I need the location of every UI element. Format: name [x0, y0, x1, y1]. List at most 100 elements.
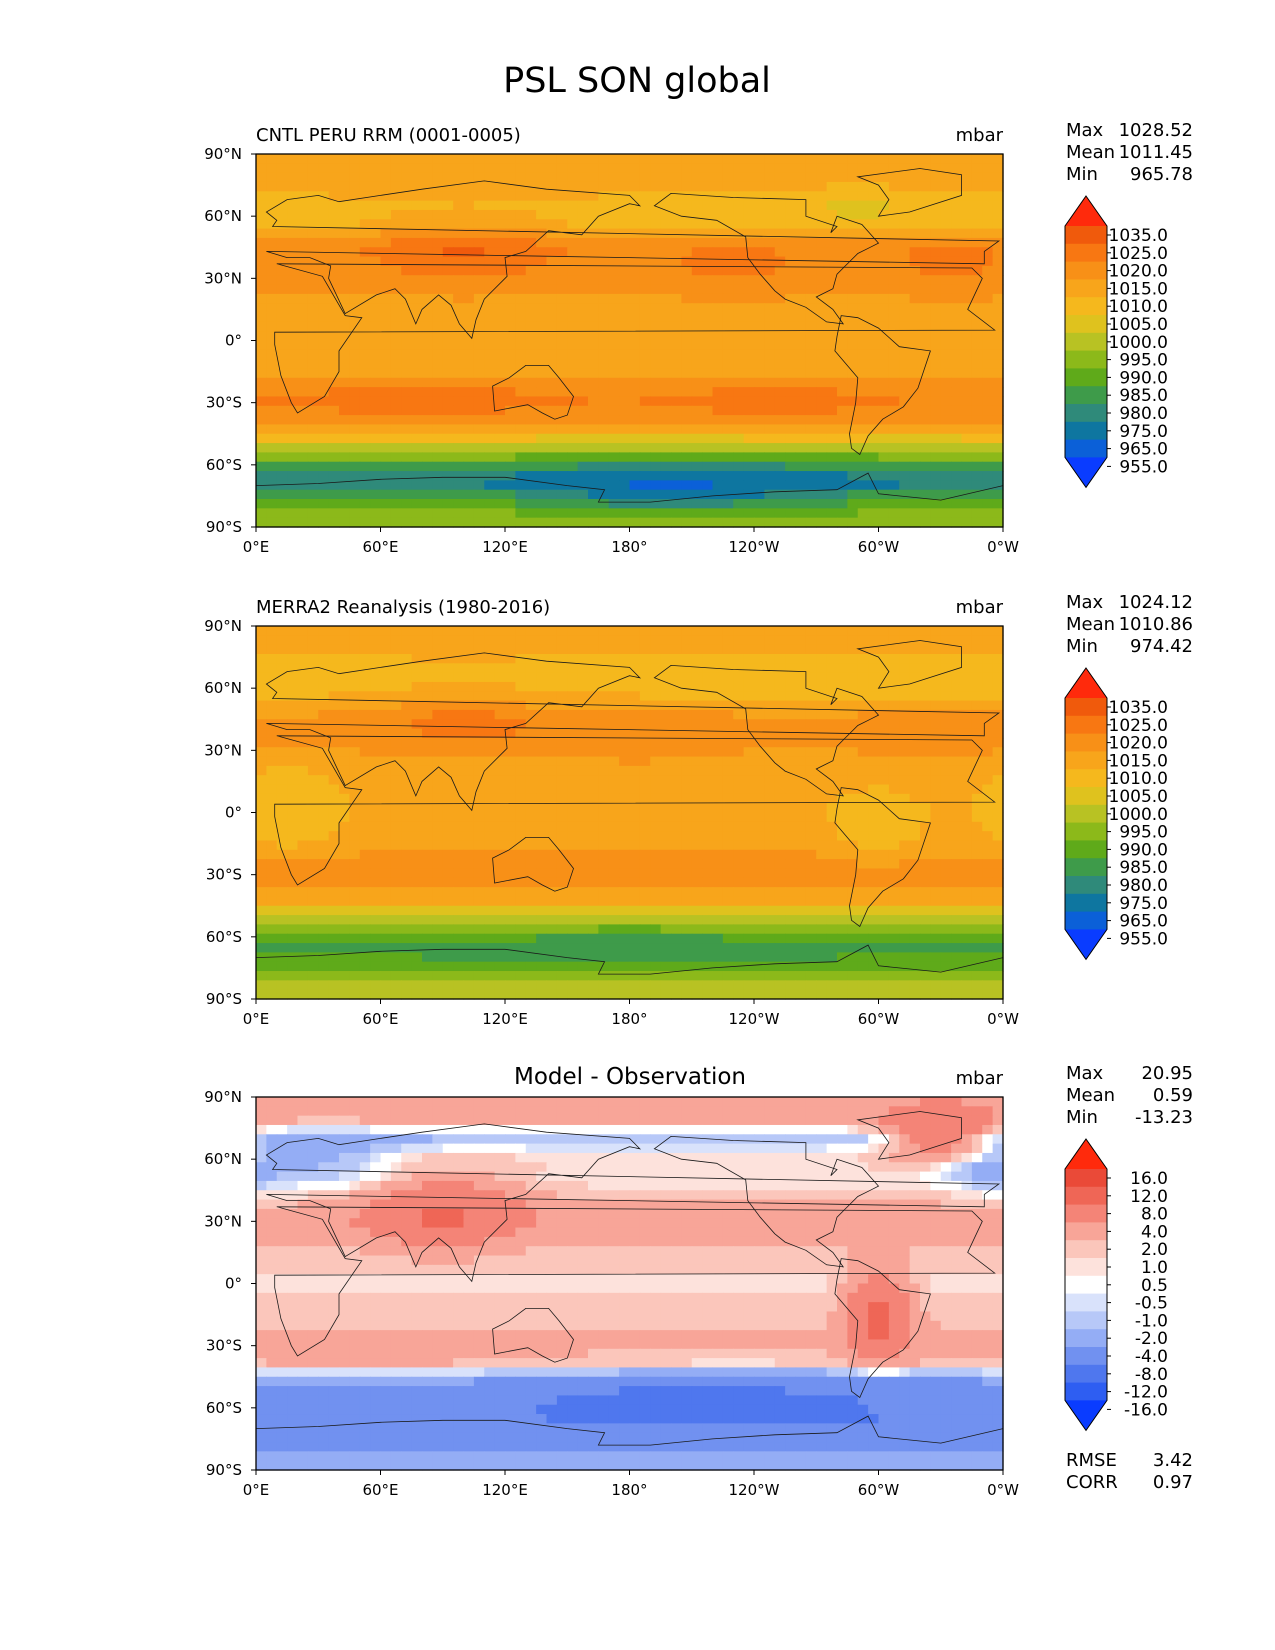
- contour-cell: [546, 181, 558, 192]
- contour-cell: [256, 200, 267, 211]
- contour-cell: [349, 424, 361, 435]
- contour-cell: [473, 737, 485, 748]
- contour-cell: [681, 200, 693, 211]
- contour-cell: [930, 681, 942, 692]
- contour-cell: [888, 859, 900, 870]
- contour-cell: [629, 359, 641, 370]
- contour-cell: [650, 200, 662, 211]
- contour-cell: [837, 219, 848, 230]
- contour-cell: [297, 626, 309, 636]
- contour-cell: [287, 172, 299, 183]
- contour-cell: [702, 405, 714, 416]
- contour-cell: [868, 784, 880, 795]
- contour-cell: [505, 508, 516, 519]
- contour-cell: [370, 775, 382, 786]
- contour-cell: [619, 340, 631, 351]
- contour-cell: [266, 349, 278, 360]
- contour-cell: [774, 312, 786, 323]
- contour-cell: [432, 663, 444, 674]
- contour-cell: [837, 877, 848, 888]
- contour-cell: [619, 433, 631, 444]
- contour-cell: [702, 663, 714, 674]
- contour-cell: [816, 321, 828, 332]
- contour-cell: [650, 154, 662, 164]
- contour-cell: [318, 443, 330, 453]
- contour-cell: [380, 415, 392, 426]
- contour-cell: [307, 691, 319, 702]
- contour-cell: [484, 709, 496, 720]
- contour-cell: [556, 293, 568, 304]
- contour-cell: [276, 181, 288, 192]
- contour-cell: [743, 172, 755, 183]
- contour-cell: [660, 784, 672, 795]
- contour-cell: [505, 405, 516, 416]
- contour-cell: [681, 840, 693, 851]
- contour-cell: [567, 154, 579, 164]
- contour-cell: [992, 700, 1004, 711]
- contour-cell: [868, 635, 880, 646]
- contour-cell: [401, 793, 413, 804]
- contour-cell: [276, 784, 288, 795]
- contour-cell: [805, 387, 817, 398]
- contour-cell: [463, 228, 475, 239]
- contour-cell: [774, 831, 786, 842]
- contour-cell: [266, 840, 278, 851]
- contour-cell: [505, 433, 516, 444]
- contour-cell: [494, 405, 506, 416]
- contour-cell: [256, 154, 267, 164]
- contour-cell: [743, 303, 755, 314]
- contour-cell: [297, 340, 309, 351]
- contour-cell: [390, 499, 402, 509]
- contour-cell: [650, 775, 662, 786]
- contour-cell: [349, 821, 361, 832]
- contour-cell: [588, 340, 599, 351]
- colorbar-tick-label: 955.0: [1119, 457, 1168, 477]
- contour-cell: [971, 452, 983, 463]
- contour-cell: [266, 700, 278, 711]
- contour-cell: [380, 387, 392, 398]
- contour-cell: [888, 331, 900, 342]
- contour-cell: [359, 700, 371, 711]
- contour-cell: [256, 172, 267, 183]
- contour-cell: [826, 681, 838, 692]
- contour-cell: [297, 237, 309, 248]
- contour-cell: [411, 405, 423, 416]
- contour-cell: [961, 461, 973, 472]
- contour-cell: [515, 849, 527, 860]
- contour-cell: [453, 471, 465, 481]
- contour-cell: [370, 405, 382, 416]
- contour-cell: [453, 312, 465, 323]
- contour-cell: [805, 480, 817, 491]
- contour-cell: [442, 840, 454, 851]
- contour-cell: [390, 840, 402, 851]
- contour-cell: [702, 247, 714, 258]
- contour-cell: [525, 219, 537, 230]
- contour-cell: [484, 489, 496, 500]
- contour-cell: [795, 247, 807, 258]
- contour-cell: [287, 775, 299, 786]
- contour-cell: [256, 635, 267, 646]
- contour-cell: [370, 812, 382, 823]
- contour-cell: [868, 377, 880, 388]
- contour-cell: [920, 200, 931, 211]
- contour-cell: [660, 756, 672, 767]
- contour-cell: [453, 681, 465, 692]
- contour-cell: [868, 700, 880, 711]
- contour-cell: [515, 663, 527, 674]
- contour-cell: [411, 452, 423, 463]
- contour-cell: [743, 433, 755, 444]
- contour-cell: [754, 812, 765, 823]
- contour-cell: [619, 803, 631, 814]
- contour-cell: [712, 377, 724, 388]
- contour-cell: [639, 293, 651, 304]
- contour-cell: [930, 443, 942, 453]
- contour-cell: [422, 359, 433, 370]
- contour-cell: [256, 340, 267, 351]
- contour-cell: [453, 228, 465, 239]
- contour-cell: [785, 672, 797, 683]
- contour-cell: [515, 256, 527, 267]
- contour-cell: [971, 293, 983, 304]
- contour-cell: [660, 499, 672, 509]
- contour-cell: [536, 424, 548, 435]
- contour-cell: [536, 247, 548, 258]
